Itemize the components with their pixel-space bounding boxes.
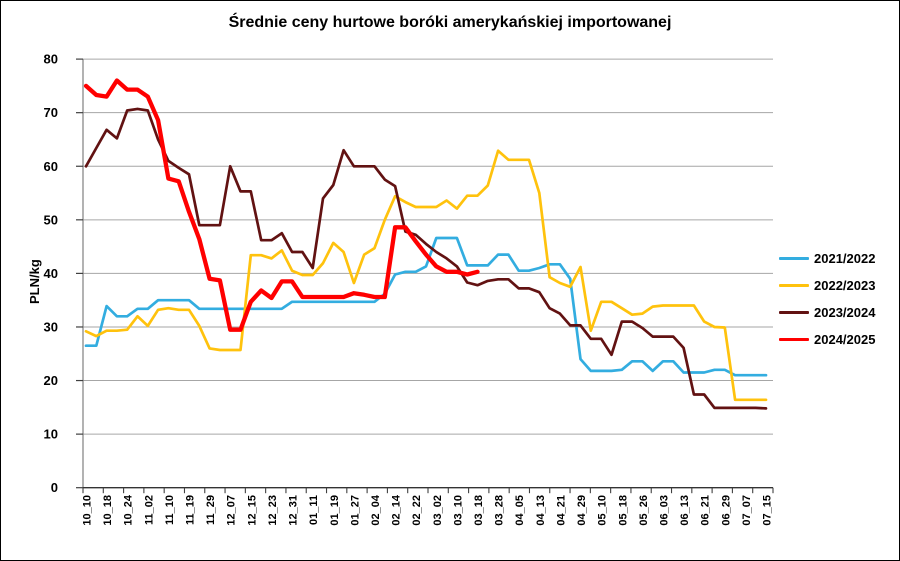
x-tick-label: 12_07	[226, 495, 238, 526]
legend-item-2021-2022: 2021/2022	[779, 245, 875, 272]
legend-swatch-2024-2025	[779, 338, 809, 341]
x-tick-label: 06_21	[700, 495, 712, 526]
legend: 2021/2022 2022/2023 2023/2024 2024/2025	[779, 245, 875, 353]
x-tick-label: 02_22	[411, 495, 423, 526]
legend-swatch-2023-2024	[779, 311, 809, 314]
x-tick-label: 01_27	[349, 495, 361, 526]
x-tick-label: 04_29	[576, 495, 588, 526]
legend-label: 2023/2024	[814, 305, 876, 320]
x-tick-label: 03_10	[452, 495, 464, 526]
y-tick-label: 30	[44, 319, 58, 334]
series-line-2024-2025	[83, 78, 480, 332]
x-tick-label: 01_19	[329, 495, 341, 526]
x-tick-label: 05_18	[617, 495, 629, 526]
x-tick-label: 11_02	[143, 495, 155, 525]
legend-label: 2024/2025	[814, 332, 876, 347]
x-tick-label: 05_10	[597, 495, 609, 526]
legend-item-2023-2024: 2023/2024	[779, 299, 875, 326]
y-tick-label: 40	[44, 266, 58, 281]
x-tick-label: 03_02	[432, 495, 444, 526]
x-tick-label: 04_13	[535, 495, 547, 526]
x-tick-label: 12_15	[246, 495, 258, 526]
x-tick-label: 06_03	[658, 495, 670, 526]
x-tick-label: 06_29	[720, 495, 732, 526]
x-tick-label: 01_11	[308, 495, 320, 525]
x-tick-label: 12_31	[288, 495, 300, 526]
legend-swatch-2021-2022	[779, 257, 809, 260]
y-tick-label: 0	[51, 480, 58, 495]
x-tick-label: 03_18	[473, 495, 485, 526]
x-tick-label: 10_24	[123, 494, 135, 525]
y-tick-label: 10	[44, 427, 58, 442]
x-tick-label: 12_23	[267, 495, 279, 526]
x-tick-label: 10_18	[102, 495, 114, 526]
y-tick-label: 20	[44, 373, 58, 388]
x-tick-label: 11_10	[164, 495, 176, 525]
x-tick-label: 05_26	[638, 495, 650, 526]
legend-swatch-2022-2023	[779, 284, 809, 287]
series-line-2023-2024	[84, 107, 768, 410]
x-tick-label: 07_15	[762, 495, 774, 526]
y-tick-label: 60	[44, 159, 58, 174]
x-tick-label: 11_29	[205, 495, 217, 525]
y-tick-label: 50	[44, 212, 58, 227]
x-tick-label: 04_21	[555, 495, 567, 526]
x-tick-label: 11_19	[185, 495, 197, 525]
legend-label: 2021/2022	[814, 251, 876, 266]
x-tick-label: 02_14	[391, 494, 403, 525]
x-tick-label: 04_05	[514, 495, 526, 526]
y-tick-label: 70	[44, 105, 58, 120]
series-line-2021-2022	[84, 236, 768, 377]
legend-item-2022-2023: 2022/2023	[779, 272, 875, 299]
x-tick-label: 10_10	[82, 495, 94, 526]
x-tick-label: 06_13	[679, 495, 691, 526]
x-tick-label: 03_28	[494, 495, 506, 526]
x-tick-label: 02_04	[370, 494, 382, 525]
legend-item-2024-2025: 2024/2025	[779, 326, 875, 353]
chart-title: Średnie ceny hurtowe boróki amerykańskie…	[228, 14, 672, 31]
legend-label: 2022/2023	[814, 278, 876, 293]
series-line-2022-2023	[84, 149, 768, 402]
y-tick-label: 80	[44, 52, 58, 67]
x-tick-label: 07_07	[741, 495, 753, 526]
